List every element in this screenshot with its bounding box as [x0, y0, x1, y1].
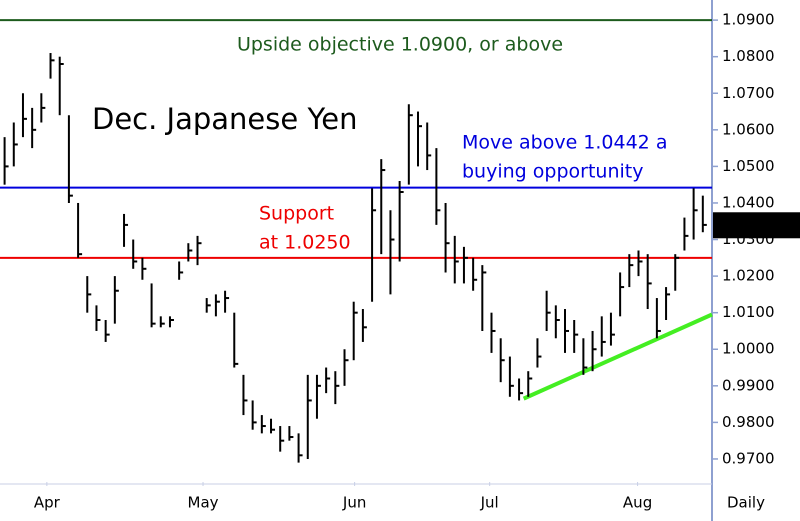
y-tick-label: 1.0600 — [722, 120, 775, 138]
y-tick-label: 1.0200 — [722, 267, 775, 285]
x-tick-label: Jun — [342, 494, 366, 512]
x-tick-label: Apr — [34, 494, 61, 512]
annotation: Move above 1.0442 a — [462, 132, 667, 154]
chart-title: Dec. Japanese Yen — [92, 102, 358, 136]
y-tick-label: 0.9800 — [722, 413, 775, 431]
y-tick-label: 1.0100 — [722, 303, 775, 321]
y-tick-label: 0.9900 — [722, 376, 775, 394]
x-tick-label: May — [188, 494, 219, 512]
annotation: Support — [259, 203, 334, 225]
y-tick-label: 1.0400 — [722, 193, 775, 211]
y-tick-label: 1.0500 — [722, 157, 775, 175]
x-tick-label: Jul — [480, 494, 499, 512]
x-tick-label: Aug — [623, 494, 652, 512]
y-tick-label: 1.0900 — [722, 11, 775, 29]
annotation: buying opportunity — [462, 161, 643, 183]
period-label: Daily — [727, 494, 765, 512]
y-tick-label: 0.9700 — [722, 449, 775, 467]
trendline — [522, 312, 713, 401]
last-price-box — [713, 212, 800, 239]
y-tick-label: 1.0000 — [722, 340, 775, 358]
last-price-label: 1.0339 — [722, 216, 775, 234]
annotation: at 1.0250 — [259, 232, 351, 254]
y-tick-label: 1.0800 — [722, 47, 775, 65]
y-tick-label: 1.0700 — [722, 84, 775, 102]
annotation: Upside objective 1.0900, or above — [237, 34, 563, 56]
